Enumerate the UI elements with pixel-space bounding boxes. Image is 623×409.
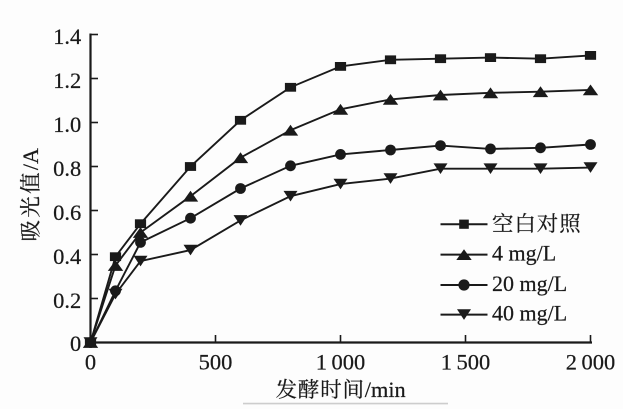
svg-text:2 000: 2 000 bbox=[566, 349, 616, 374]
svg-text:0.6: 0.6 bbox=[53, 200, 81, 225]
svg-text:0: 0 bbox=[70, 331, 81, 356]
svg-text:1.4: 1.4 bbox=[53, 24, 81, 49]
svg-text:0: 0 bbox=[85, 349, 96, 374]
svg-text:1.0: 1.0 bbox=[53, 112, 81, 137]
svg-text:1 000: 1 000 bbox=[316, 349, 366, 374]
svg-text:0.8: 0.8 bbox=[53, 156, 81, 181]
svg-text:/A: /A bbox=[18, 148, 43, 170]
svg-text:0.2: 0.2 bbox=[53, 288, 81, 313]
svg-text:/min: /min bbox=[365, 377, 406, 402]
svg-text:40 mg/L: 40 mg/L bbox=[492, 301, 567, 326]
svg-text:0.4: 0.4 bbox=[53, 244, 81, 269]
svg-text:20 mg/L: 20 mg/L bbox=[492, 271, 567, 296]
svg-text:500: 500 bbox=[199, 349, 233, 374]
svg-text:4 mg/L: 4 mg/L bbox=[492, 241, 556, 266]
svg-text:1 500: 1 500 bbox=[441, 349, 491, 374]
svg-text:1.2: 1.2 bbox=[53, 68, 81, 93]
